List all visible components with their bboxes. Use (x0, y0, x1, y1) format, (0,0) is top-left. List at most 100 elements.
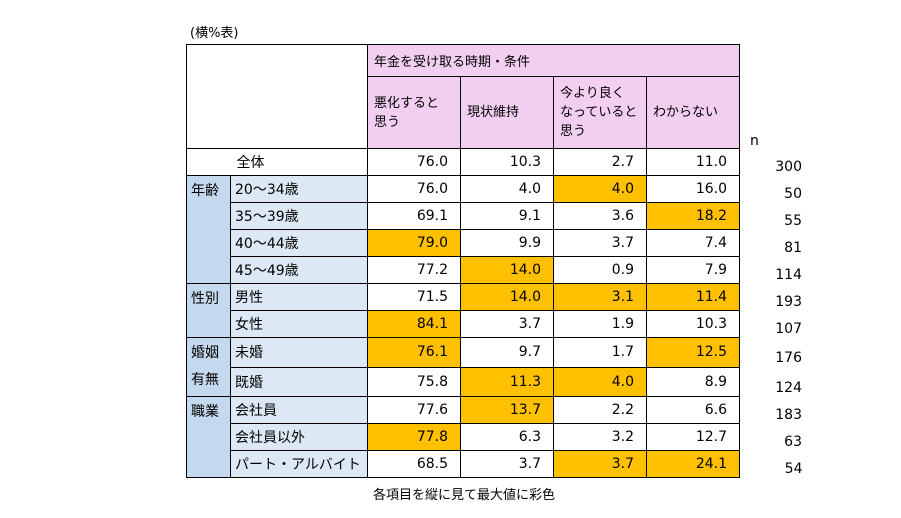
table-row: 45～49歳 77.2 14.0 0.9 7.9 114 (187, 256, 803, 284)
value-cell: 2.7 (553, 148, 647, 176)
column-header: 現状維持 (460, 76, 554, 149)
table-row: 40～44歳 79.0 9.9 3.7 7.4 81 (187, 229, 803, 257)
n-value: 124 (775, 379, 802, 396)
value-cell: 77.8 (367, 423, 461, 451)
value-cell: 7.4 (646, 229, 740, 257)
column-header: 悪化すると 思う (367, 76, 461, 149)
row-label: 男性 (230, 283, 368, 311)
value-cell: 12.5 (646, 337, 740, 368)
value-cell: 6.3 (460, 423, 554, 451)
n-value: 183 (775, 406, 802, 423)
row-label: 既婚 (230, 366, 368, 397)
row-label: 会社員 (230, 396, 368, 424)
value-cell: 84.1 (367, 310, 461, 338)
value-cell: 69.1 (367, 202, 461, 230)
data-table: 年金を受け取る時期・条件 悪化すると 思う 現状維持 今より良く なっていると 思う わからな… (186, 44, 803, 478)
value-cell: 3.7 (553, 229, 647, 257)
value-cell: 14.0 (460, 283, 554, 311)
value-cell: 76.1 (367, 337, 461, 368)
value-cell: 9.1 (460, 202, 554, 230)
value-cell: 9.7 (460, 337, 554, 368)
row-label: 20～34歳 (230, 175, 368, 203)
row-label: 40～44歳 (230, 229, 368, 257)
n-value: 193 (775, 293, 802, 310)
value-cell: 1.9 (553, 310, 647, 338)
table-row: 性別 男性 71.5 14.0 3.1 11.4 193 (186, 283, 803, 338)
value-cell: 76.0 (367, 175, 461, 203)
table-row: 女性 84.1 3.7 1.9 10.3 107 (187, 310, 803, 338)
table-note: (横%表) (190, 26, 239, 41)
row-label: 全体 (230, 148, 368, 176)
value-cell: 24.1 (646, 450, 740, 478)
value-cell: 13.7 (460, 396, 554, 424)
n-value: 107 (775, 320, 802, 337)
row-label: 未婚 (230, 337, 368, 368)
value-cell: 3.6 (553, 202, 647, 230)
header-blank (186, 44, 368, 149)
value-cell: 10.3 (460, 148, 554, 176)
value-cell: 1.7 (553, 337, 647, 368)
value-cell: 4.0 (553, 366, 647, 397)
value-cell: 6.6 (646, 396, 740, 424)
value-cell: 11.3 (460, 366, 554, 397)
value-cell: 75.8 (367, 366, 461, 397)
n-spacer (740, 45, 803, 77)
table-row: 年齢 20～34歳 76.0 4.0 4.0 16.0 50 (186, 175, 803, 284)
value-cell: 10.3 (646, 310, 740, 338)
column-header: わからない (646, 76, 740, 149)
row-label: パート・アルバイト (230, 450, 368, 478)
n-value: 55 (784, 212, 802, 229)
row-group-blank (186, 148, 231, 176)
value-cell: 7.9 (646, 256, 740, 284)
row-label: 45～49歳 (230, 256, 368, 284)
n-value: 63 (784, 433, 802, 450)
n-value: 300 (775, 158, 802, 175)
row-group-label: 年齢 (186, 175, 231, 284)
value-cell: 77.2 (367, 256, 461, 284)
column-header: 今より良く なっていると 思う (553, 76, 647, 149)
n-value: 50 (784, 185, 802, 202)
row-label: 会社員以外 (230, 423, 368, 451)
value-cell: 3.1 (553, 283, 647, 311)
table-row: 既婚 75.8 11.3 4.0 8.9 124 (187, 366, 803, 397)
value-cell: 71.5 (367, 283, 461, 311)
table-row: 職業 会社員 77.6 13.7 2.2 6.6 183 (186, 396, 803, 478)
value-cell: 68.5 (367, 450, 461, 478)
table-row: 会社員以外 77.8 6.3 3.2 12.7 63 (187, 423, 803, 451)
value-cell: 3.7 (460, 310, 554, 338)
value-cell: 11.0 (646, 148, 740, 176)
n-value: 114 (775, 266, 802, 283)
value-cell: 12.7 (646, 423, 740, 451)
n-header: n (750, 132, 759, 149)
value-cell: 0.9 (553, 256, 647, 284)
value-cell: 11.4 (646, 283, 740, 311)
n-value: 54 (784, 460, 803, 477)
value-cell: 14.0 (460, 256, 554, 284)
row-label: 女性 (230, 310, 368, 338)
row-label: 35～39歳 (230, 202, 368, 230)
value-cell: 4.0 (553, 175, 647, 203)
footnote: 各項目を縦に見て最大値に彩色 (373, 488, 556, 503)
value-cell: 18.2 (646, 202, 740, 230)
table-row: パート・アルバイト 68.5 3.7 3.7 24.1 54 (187, 450, 803, 478)
value-cell: 4.0 (460, 175, 554, 203)
table-row: 婚姻 有無 未婚 76.1 9.7 1.7 12.5 176 (186, 337, 803, 397)
value-cell: 79.0 (367, 229, 461, 257)
n-value: 81 (784, 239, 802, 256)
value-cell: 3.2 (553, 423, 647, 451)
row-group-label: 婚姻 有無 (186, 337, 231, 397)
value-cell: 9.9 (460, 229, 554, 257)
value-cell: 77.6 (367, 396, 461, 424)
row-group-label: 性別 (186, 283, 231, 338)
value-cell: 8.9 (646, 366, 740, 397)
value-cell: 3.7 (553, 450, 647, 478)
table-row: 35～39歳 69.1 9.1 3.6 18.2 55 (187, 202, 803, 230)
row-group-label: 職業 (186, 396, 231, 478)
table-row: 全体 76.0 10.3 2.7 11.0 300 (186, 148, 803, 176)
header-group: 年金を受け取る時期・条件 (367, 44, 740, 77)
value-cell: 3.7 (460, 450, 554, 478)
value-cell: 16.0 (646, 175, 740, 203)
value-cell: 76.0 (367, 148, 461, 176)
value-cell: 2.2 (553, 396, 647, 424)
n-value: 176 (775, 350, 802, 366)
